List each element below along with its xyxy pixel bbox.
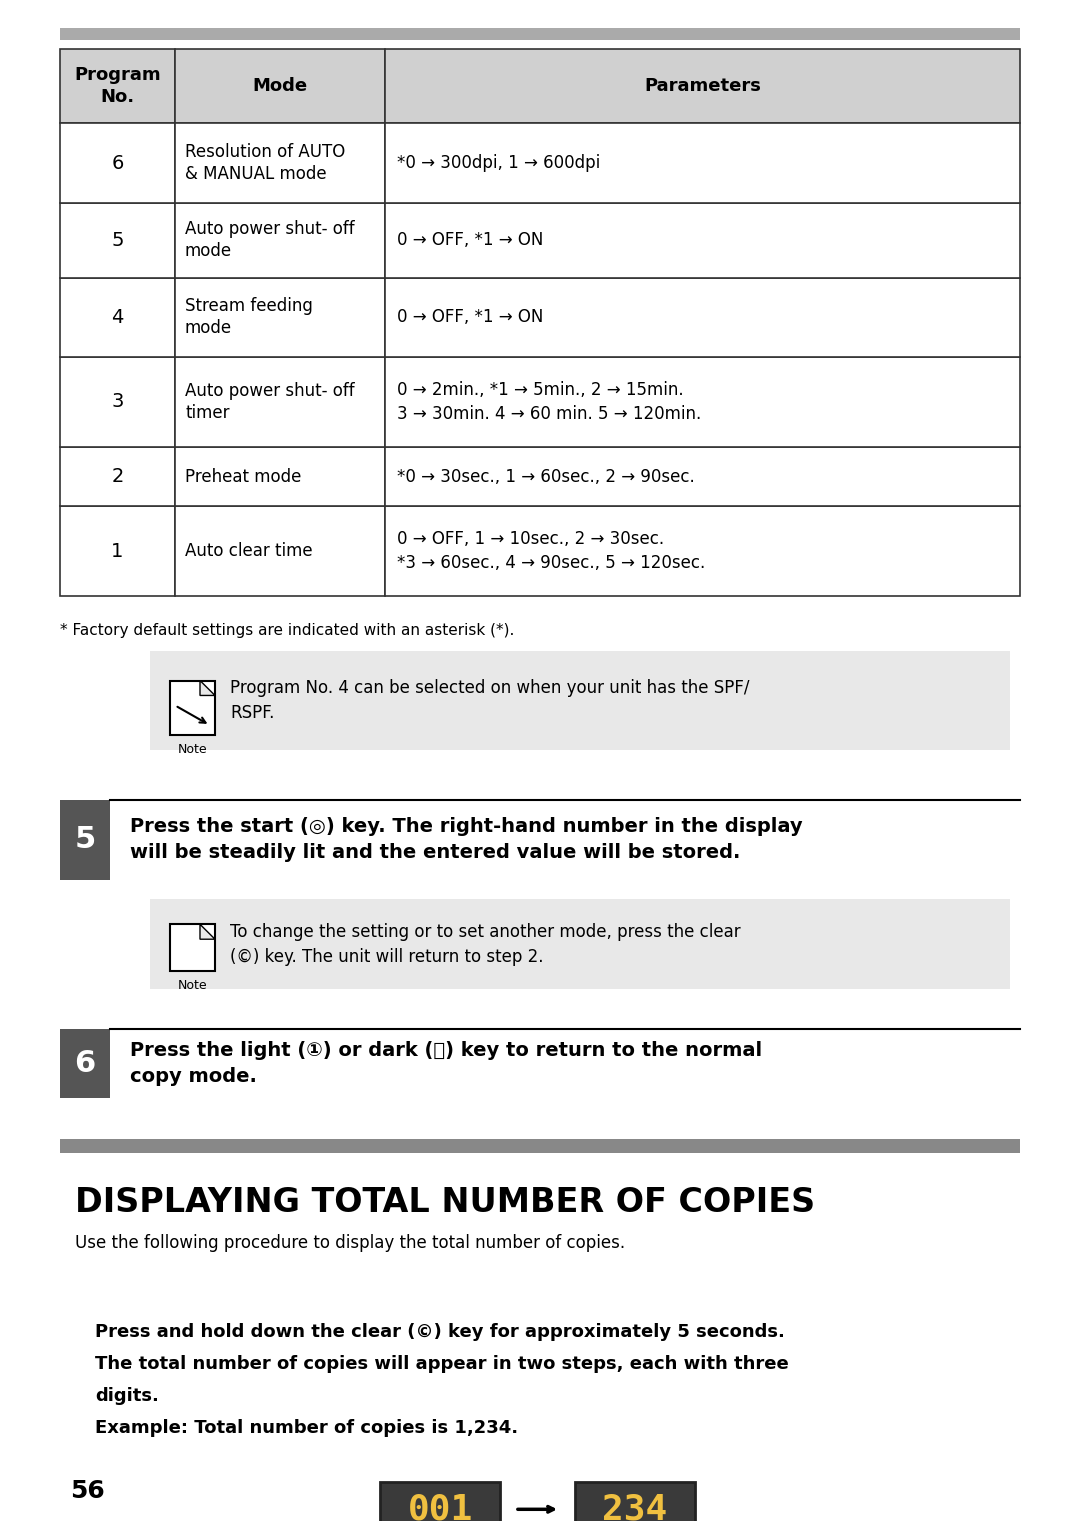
Text: Auto power shut- off
timer: Auto power shut- off timer <box>185 382 354 422</box>
Text: Stream feeding
mode: Stream feeding mode <box>185 297 313 338</box>
Bar <box>384 203 1020 278</box>
Text: 5: 5 <box>75 826 96 855</box>
Bar <box>150 651 1010 751</box>
Polygon shape <box>200 680 215 696</box>
Text: 2: 2 <box>111 466 124 486</box>
Bar <box>150 899 1010 989</box>
Text: To change the setting or to set another mode, press the clear
(©) key. The unit : To change the setting or to set another … <box>230 922 741 966</box>
Text: 0 → 2min., *1 → 5min., 2 → 15min.
3 → 30min. 4 → 60 min. 5 → 120min.: 0 → 2min., *1 → 5min., 2 → 15min. 3 → 30… <box>397 381 701 422</box>
Text: The total number of copies will appear in two steps, each with three: The total number of copies will appear i… <box>95 1355 788 1373</box>
Bar <box>60 203 175 278</box>
Bar <box>60 1139 1020 1153</box>
Text: 6: 6 <box>75 1049 96 1078</box>
Text: Mode: Mode <box>253 76 308 95</box>
Polygon shape <box>200 925 215 939</box>
Text: 0 → OFF, *1 → ON: 0 → OFF, *1 → ON <box>397 309 543 326</box>
Bar <box>60 28 1020 40</box>
Text: Parameters: Parameters <box>644 76 761 95</box>
Text: *0 → 30sec., 1 → 60sec., 2 → 90sec.: *0 → 30sec., 1 → 60sec., 2 → 90sec. <box>397 468 694 486</box>
Bar <box>175 49 384 124</box>
Bar <box>175 278 384 358</box>
Text: 4: 4 <box>111 307 124 327</box>
Bar <box>384 278 1020 358</box>
Text: Press the start (◎) key. The right-hand number in the display
will be steadily l: Press the start (◎) key. The right-hand … <box>130 816 802 862</box>
Bar <box>384 446 1020 506</box>
Text: * Factory default settings are indicated with an asterisk (*).: * Factory default settings are indicated… <box>60 624 514 638</box>
Bar <box>170 680 215 735</box>
Text: 3: 3 <box>111 393 124 411</box>
Text: *0 → 300dpi, 1 → 600dpi: *0 → 300dpi, 1 → 600dpi <box>397 154 600 173</box>
Text: 56: 56 <box>70 1480 105 1503</box>
Bar <box>175 446 384 506</box>
Text: 1: 1 <box>111 541 124 561</box>
Bar <box>175 358 384 446</box>
Text: Note: Note <box>178 743 207 757</box>
Text: digits.: digits. <box>95 1387 159 1405</box>
Bar <box>60 49 175 124</box>
Bar <box>384 358 1020 446</box>
Bar <box>170 925 215 971</box>
Text: DISPLAYING TOTAL NUMBER OF COPIES: DISPLAYING TOTAL NUMBER OF COPIES <box>75 1187 815 1219</box>
Bar <box>60 446 175 506</box>
Text: 0 → OFF, *1 → ON: 0 → OFF, *1 → ON <box>397 231 543 249</box>
Bar <box>60 124 175 203</box>
Bar <box>380 1482 500 1529</box>
Bar <box>384 124 1020 203</box>
Text: 6: 6 <box>111 154 124 173</box>
Text: 0 → OFF, 1 → 10sec., 2 → 30sec.
*3 → 60sec., 4 → 90sec., 5 → 120sec.: 0 → OFF, 1 → 10sec., 2 → 30sec. *3 → 60s… <box>397 531 705 572</box>
Bar <box>60 278 175 358</box>
Bar <box>575 1482 696 1529</box>
Text: 5: 5 <box>111 231 124 249</box>
Bar <box>384 49 1020 124</box>
Text: Auto clear time: Auto clear time <box>185 543 312 560</box>
Text: Preheat mode: Preheat mode <box>185 468 301 486</box>
Text: 001: 001 <box>407 1492 473 1526</box>
Bar <box>175 506 384 596</box>
Text: 234: 234 <box>603 1492 667 1526</box>
Bar <box>175 203 384 278</box>
Text: Press the light (①) or dark (ⓓ) key to return to the normal
copy mode.: Press the light (①) or dark (ⓓ) key to r… <box>130 1041 762 1086</box>
Text: Note: Note <box>178 979 207 992</box>
Text: Example: Total number of copies is 1,234.: Example: Total number of copies is 1,234… <box>95 1419 518 1437</box>
Text: Press and hold down the clear (©) key for approximately 5 seconds.: Press and hold down the clear (©) key fo… <box>95 1323 785 1341</box>
Bar <box>60 506 175 596</box>
Text: Resolution of AUTO
& MANUAL mode: Resolution of AUTO & MANUAL mode <box>185 144 346 183</box>
Text: Auto power shut- off
mode: Auto power shut- off mode <box>185 220 354 260</box>
Text: Program
No.: Program No. <box>75 66 161 106</box>
Bar <box>60 800 110 879</box>
Bar <box>175 124 384 203</box>
Bar <box>60 1029 110 1098</box>
Text: Program No. 4 can be selected on when your unit has the SPF/
RSPF.: Program No. 4 can be selected on when yo… <box>230 679 750 722</box>
Text: Use the following procedure to display the total number of copies.: Use the following procedure to display t… <box>75 1234 625 1252</box>
Bar <box>384 506 1020 596</box>
Bar <box>60 358 175 446</box>
